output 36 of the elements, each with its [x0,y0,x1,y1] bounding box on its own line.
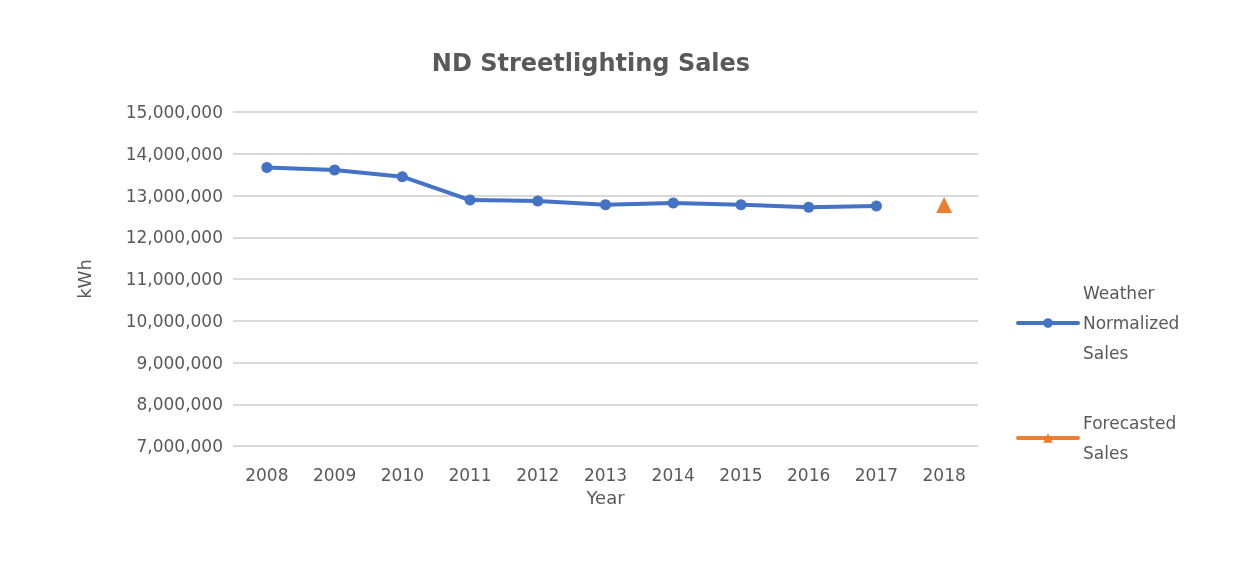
point [600,199,611,211]
y-tick-label: 8,000,000 [136,394,223,415]
x-tick-label: 2009 [312,464,357,485]
y-tick-label: 11,000,000 [125,269,223,289]
x-tick-label: 2015 [719,464,763,485]
x-tick-label: 2008 [245,464,289,485]
x-tick-label: 2017 [854,464,899,485]
x-tick-label: 2010 [380,464,424,485]
point [329,164,341,176]
y-tick-label: 12,000,000 [125,227,223,248]
point [803,201,815,213]
point [936,197,953,214]
x-tick-label: 2011 [448,464,492,485]
x-tick-label: 2016 [787,464,831,485]
chart-title: ND Streetlighting Sales [431,49,751,77]
y-tick-label: 15,000,000 [125,102,223,122]
x-tick-label: 2012 [516,464,560,485]
point [870,200,882,212]
point [261,162,273,174]
point [532,195,544,207]
y-tick-label: 9,000,000 [136,352,223,373]
y-tick-label: 7,000,000 [136,436,223,456]
y-tick-label: 13,000,000 [125,185,223,206]
x-tick-label: 2018 [922,464,966,485]
x-tick-label: 2013 [583,464,628,485]
point [464,194,476,206]
y-tick-label: 14,000,000 [125,143,223,164]
legend-label: Weather Normalized Sales [1083,283,1185,363]
x-axis-title: Year [585,486,626,508]
y-tick-label: 10,000,000 [125,310,223,331]
point [735,199,747,211]
legend-label: Forecasted Sales [1083,413,1182,463]
point [396,171,408,183]
point [667,197,679,209]
x-tick-label: 2014 [651,464,695,485]
y-axis-title: kWh [73,259,95,299]
